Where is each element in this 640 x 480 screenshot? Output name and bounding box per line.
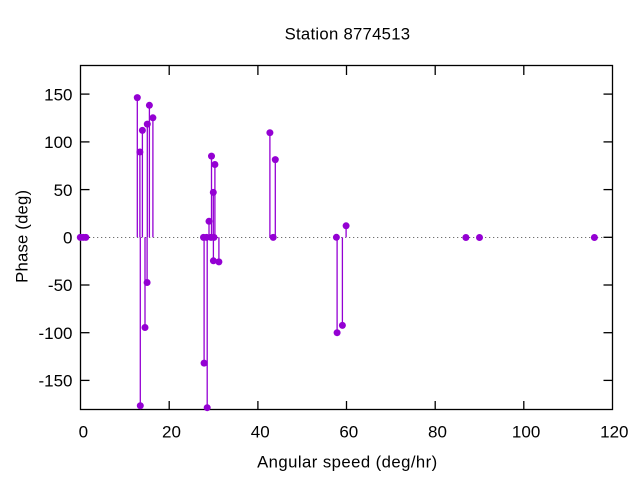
svg-text:Angular speed (deg/hr): Angular speed (deg/hr) (257, 452, 438, 471)
svg-text:100: 100 (44, 133, 72, 152)
svg-text:0: 0 (79, 422, 88, 441)
svg-text:0: 0 (63, 229, 72, 248)
svg-text:100: 100 (512, 422, 540, 441)
svg-text:40: 40 (251, 422, 270, 441)
svg-text:50: 50 (54, 181, 73, 200)
svg-text:60: 60 (339, 422, 358, 441)
svg-text:80: 80 (428, 422, 447, 441)
svg-text:-100: -100 (38, 324, 72, 343)
svg-text:150: 150 (44, 85, 72, 104)
svg-text:-50: -50 (48, 276, 73, 295)
svg-text:120: 120 (600, 422, 628, 441)
svg-text:Phase (deg): Phase (deg) (13, 190, 32, 283)
svg-text:20: 20 (162, 422, 181, 441)
svg-text:Station 8774513: Station 8774513 (285, 25, 411, 44)
svg-text:-150: -150 (38, 372, 72, 391)
